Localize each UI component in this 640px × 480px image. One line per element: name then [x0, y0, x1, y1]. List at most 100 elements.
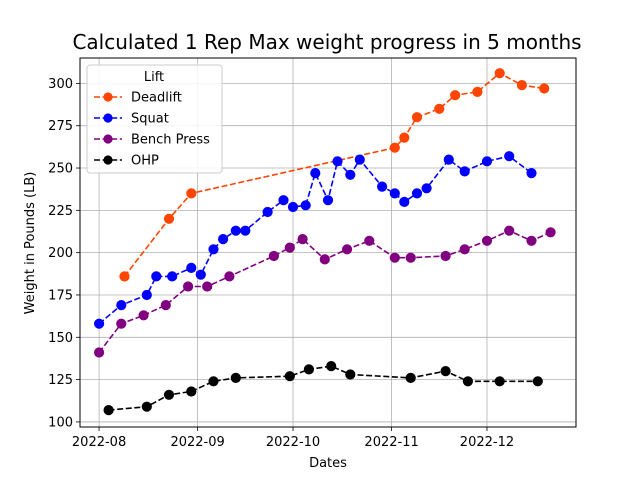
- series-deadlift: [119, 68, 550, 282]
- data-point-ohp: [141, 401, 152, 412]
- x-tick-label: 2022-10: [266, 435, 320, 450]
- data-point-deadlift: [163, 213, 175, 224]
- y-tick-label: 225: [48, 204, 73, 219]
- data-point-deadlift: [399, 132, 410, 143]
- series-bench-press: [94, 225, 556, 358]
- data-point-squat: [345, 169, 356, 180]
- data-point-squat: [94, 318, 105, 329]
- data-point-bench-press: [364, 235, 375, 246]
- data-point-bench-press: [160, 300, 171, 311]
- legend-marker-ohp: [103, 155, 113, 165]
- x-tick-label: 2022-11: [364, 435, 418, 450]
- legend-entries: Deadlift Squat Bench Press OHP: [94, 91, 210, 169]
- series-line-squat: [98, 155, 532, 325]
- series-layer: [94, 68, 556, 416]
- data-point-bench-press: [545, 227, 556, 238]
- legend-label-deadlift: Deadlift: [131, 91, 182, 106]
- data-point-squat: [300, 200, 311, 211]
- data-point-ohp: [230, 372, 241, 383]
- data-point-bench-press: [405, 252, 416, 263]
- data-point-deadlift: [450, 90, 461, 101]
- data-point-ohp: [186, 386, 197, 397]
- data-point-ohp: [462, 376, 473, 387]
- y-tick-label: 300: [48, 77, 73, 92]
- data-point-squat: [278, 195, 289, 206]
- data-point-squat: [354, 154, 365, 165]
- data-point-bench-press: [138, 310, 149, 321]
- data-point-bench-press: [481, 235, 493, 246]
- grid: [80, 58, 576, 427]
- legend-marker-deadlift: [103, 92, 113, 102]
- data-point-bench-press: [284, 242, 295, 253]
- data-point-bench-press: [224, 271, 235, 282]
- legend-entry-ohp: OHP: [94, 154, 159, 169]
- data-point-squat: [141, 289, 152, 301]
- data-point-ohp: [163, 389, 175, 400]
- legend-label-ohp: OHP: [131, 154, 159, 169]
- y-tick-label: 100: [48, 415, 73, 430]
- data-point-squat: [322, 195, 334, 206]
- data-point-bench-press: [389, 252, 400, 263]
- data-point-deadlift: [389, 142, 400, 153]
- legend-box: [86, 64, 223, 174]
- data-point-squat: [208, 244, 219, 255]
- x-axis-ticks: 2022-08 2022-09 2022-10 2022-11 2022-12: [72, 427, 514, 450]
- data-point-bench-press: [297, 234, 308, 245]
- data-point-ohp: [440, 366, 451, 377]
- data-point-bench-press: [526, 235, 537, 246]
- y-tick-label: 275: [48, 119, 73, 134]
- y-axis-ticks: 100 125 150 175 200 225 250 275 300: [48, 77, 80, 430]
- data-point-squat: [195, 269, 206, 280]
- data-point-squat: [230, 225, 241, 236]
- x-axis-label: Dates: [309, 456, 347, 471]
- data-point-squat: [287, 201, 299, 213]
- data-point-ohp: [208, 376, 219, 387]
- data-point-bench-press: [342, 244, 353, 255]
- y-tick-label: 150: [48, 331, 73, 346]
- data-point-squat: [399, 196, 410, 207]
- legend-label-bench-press: Bench Press: [131, 133, 210, 148]
- data-point-bench-press: [440, 250, 451, 262]
- data-point-squat: [218, 234, 229, 245]
- data-point-bench-press: [319, 254, 330, 265]
- data-point-squat: [332, 156, 343, 167]
- data-point-squat: [377, 181, 388, 192]
- y-tick-label: 125: [48, 373, 73, 388]
- legend: Lift Deadlift Squat Bench Press OHP: [86, 64, 223, 174]
- data-point-deadlift: [186, 188, 197, 199]
- legend-entry-bench-press: Bench Press: [94, 133, 210, 148]
- data-point-squat: [389, 188, 400, 199]
- data-point-bench-press: [183, 281, 194, 292]
- data-point-deadlift: [119, 271, 130, 282]
- data-point-squat: [411, 188, 423, 199]
- data-point-squat: [262, 206, 273, 218]
- data-point-bench-press: [504, 225, 515, 236]
- data-point-squat: [310, 168, 321, 179]
- data-point-bench-press: [268, 250, 279, 262]
- legend-marker-squat: [103, 113, 113, 123]
- data-point-squat: [443, 154, 454, 165]
- data-point-deadlift: [434, 103, 445, 114]
- series-ohp: [103, 361, 543, 416]
- data-point-bench-press: [202, 281, 213, 292]
- data-point-deadlift: [516, 80, 528, 91]
- x-tick-label: 2022-08: [72, 435, 126, 450]
- data-point-squat: [504, 151, 515, 162]
- data-point-ohp: [405, 372, 416, 383]
- legend-label-squat: Squat: [131, 112, 169, 127]
- y-tick-label: 200: [48, 246, 73, 261]
- data-point-ohp: [284, 371, 295, 382]
- legend-title: Lift: [144, 70, 164, 85]
- data-point-deadlift: [494, 68, 505, 79]
- data-point-bench-press: [459, 244, 470, 255]
- data-point-ohp: [326, 361, 337, 372]
- data-point-deadlift: [539, 83, 550, 94]
- data-point-ohp: [103, 405, 114, 416]
- data-point-squat: [116, 300, 127, 311]
- data-point-ohp: [532, 376, 543, 387]
- data-point-squat: [167, 271, 178, 282]
- legend-marker-bench-press: [103, 134, 113, 144]
- y-tick-label: 250: [48, 162, 73, 177]
- chart-title: Calculated 1 Rep Max weight progress in …: [72, 30, 581, 54]
- data-point-squat: [186, 262, 197, 273]
